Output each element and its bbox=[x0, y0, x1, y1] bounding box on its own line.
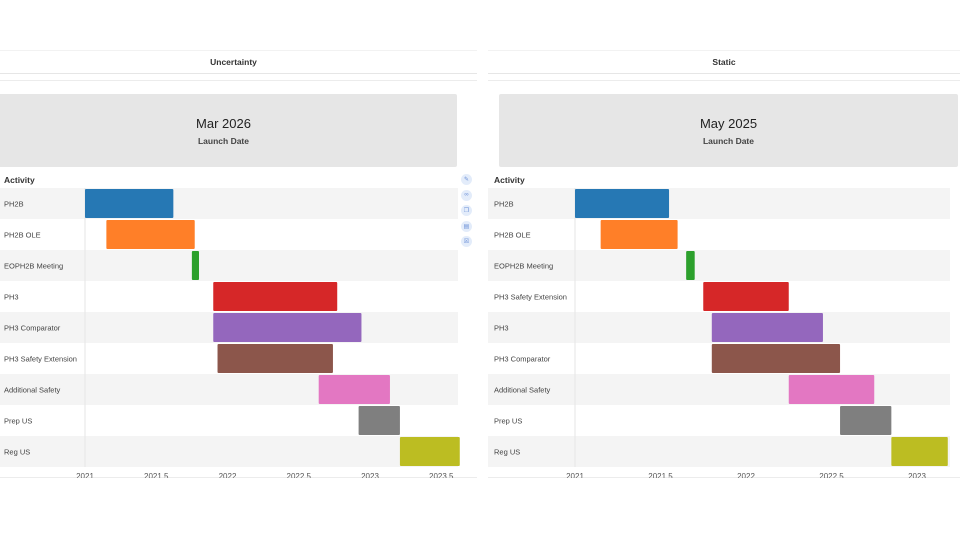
gantt-bar[interactable] bbox=[217, 344, 333, 373]
task-label: EOPH2B Meeting bbox=[4, 262, 63, 271]
task-label: PH3 Safety Extension bbox=[494, 293, 567, 302]
panel-frame bbox=[488, 80, 960, 478]
gantt-bar[interactable] bbox=[686, 251, 695, 280]
task-label: PH3 Comparator bbox=[494, 355, 551, 364]
row-background bbox=[488, 250, 950, 281]
task-label: Additional Safety bbox=[494, 386, 551, 395]
launch-date-value: May 2025 bbox=[699, 115, 758, 131]
task-label: Prep US bbox=[494, 417, 522, 426]
activity-header: Activity bbox=[494, 175, 525, 185]
gantt-bar[interactable] bbox=[106, 220, 195, 249]
launch-date-card: Mar 2026 Launch Date bbox=[0, 94, 457, 167]
gantt-chart-static: Activity PH2B PH2B OLE EOPH2B Meeting PH3 Sa… bbox=[488, 175, 950, 478]
x-tick-label: 2022.5 bbox=[819, 472, 844, 478]
task-label: PH3 Comparator bbox=[4, 324, 61, 333]
task-label: Prep US bbox=[4, 417, 32, 426]
row-background bbox=[0, 219, 458, 250]
row-background bbox=[0, 250, 458, 281]
activity-header: Activity bbox=[4, 175, 35, 185]
task-label: PH3 bbox=[494, 324, 509, 333]
x-tick-label: 2023 bbox=[908, 472, 926, 478]
row-background bbox=[0, 436, 458, 467]
task-label: Additional Safety bbox=[4, 386, 61, 395]
launch-date-label: Launch Date bbox=[702, 135, 754, 146]
x-tick-label: 2021 bbox=[76, 472, 94, 478]
gantt-bar[interactable] bbox=[891, 437, 948, 466]
panel-frame bbox=[0, 80, 477, 478]
gantt-bar[interactable] bbox=[191, 251, 199, 280]
task-label: PH3 Safety Extension bbox=[4, 355, 77, 364]
x-tick-label: 2022 bbox=[219, 472, 237, 478]
launch-date-card: May 2025 Launch Date bbox=[499, 94, 958, 167]
x-tick-label: 2021.5 bbox=[144, 472, 169, 478]
task-label: PH3 bbox=[4, 293, 19, 302]
panel-title: Uncertainty bbox=[0, 50, 477, 74]
x-tick-label: 2021 bbox=[566, 472, 584, 478]
row-background bbox=[488, 219, 950, 250]
x-tick-label: 2022.5 bbox=[287, 472, 312, 478]
document-icon[interactable]: ▤ bbox=[461, 220, 472, 232]
gantt-bar[interactable] bbox=[575, 189, 670, 218]
launch-date-value: Mar 2026 bbox=[196, 115, 251, 131]
gantt-bar[interactable] bbox=[85, 189, 174, 218]
x-tick-label: 2023 bbox=[361, 472, 379, 478]
x-tick-label: 2023.5 bbox=[429, 472, 454, 478]
x-tick-label: 2022 bbox=[737, 472, 755, 478]
row-background bbox=[488, 188, 950, 219]
row-background bbox=[488, 374, 950, 405]
delete-icon[interactable]: ☒ bbox=[461, 236, 472, 247]
task-label: PH2B bbox=[4, 200, 24, 209]
task-label: PH2B OLE bbox=[4, 231, 41, 240]
row-background bbox=[0, 188, 458, 219]
panel-title: Static bbox=[488, 50, 960, 74]
gantt-bar[interactable] bbox=[788, 375, 875, 404]
gantt-bar[interactable] bbox=[703, 282, 789, 311]
gantt-bar[interactable] bbox=[840, 406, 892, 435]
task-label: EOPH2B Meeting bbox=[494, 262, 553, 271]
edit-icon[interactable]: ✎ bbox=[461, 174, 472, 185]
gantt-bar[interactable] bbox=[711, 344, 841, 373]
copy-icon[interactable]: ❐ bbox=[461, 205, 472, 216]
task-label: Reg US bbox=[494, 448, 520, 457]
task-label: Reg US bbox=[4, 448, 30, 457]
gantt-bar[interactable] bbox=[318, 375, 390, 404]
gantt-bar[interactable] bbox=[711, 313, 823, 342]
launch-date-label: Launch Date bbox=[197, 135, 249, 146]
link-icon[interactable]: ∞ bbox=[461, 189, 472, 201]
task-label: PH2B OLE bbox=[494, 231, 531, 240]
chart-toolbar: ✎ ∞ ❐ ▤ ☒ bbox=[461, 174, 473, 252]
gantt-bar[interactable] bbox=[213, 282, 338, 311]
gantt-bar[interactable] bbox=[358, 406, 400, 435]
gantt-bar[interactable] bbox=[213, 313, 362, 342]
row-background bbox=[488, 436, 950, 467]
x-tick-label: 2021.5 bbox=[648, 472, 673, 478]
task-label: PH2B bbox=[494, 200, 514, 209]
gantt-bar[interactable] bbox=[600, 220, 678, 249]
gantt-bar[interactable] bbox=[399, 437, 460, 466]
gantt-chart-uncertainty: Activity PH2B PH2B OLE EOPH2B Meeting PH3 PH3… bbox=[0, 175, 460, 478]
